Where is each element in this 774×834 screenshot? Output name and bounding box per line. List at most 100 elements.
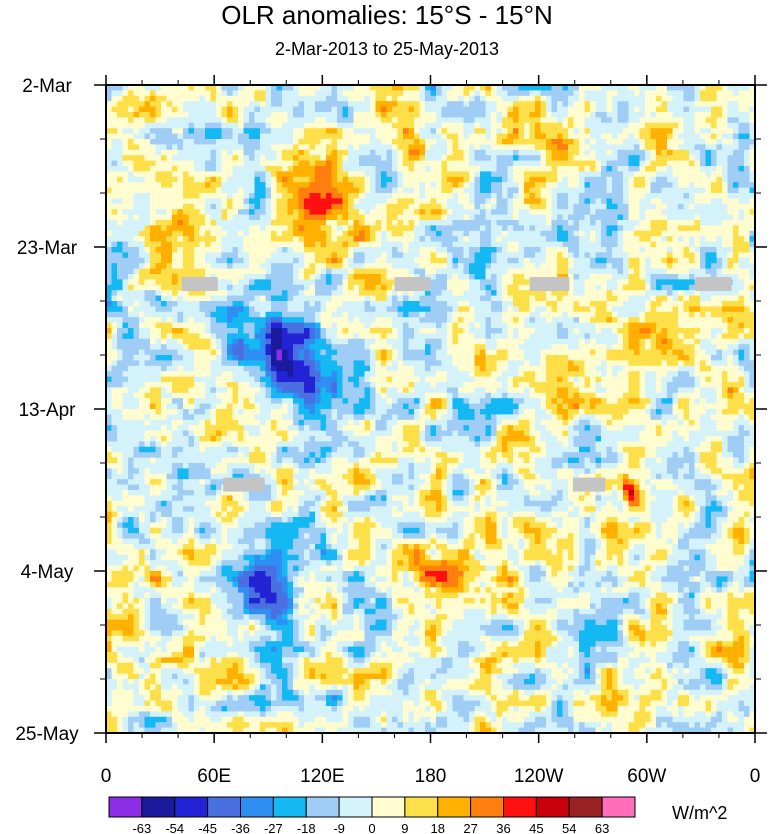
field-cell: [150, 95, 157, 102]
field-cell: [265, 209, 272, 216]
field-cell: [276, 144, 283, 151]
field-cell: [689, 122, 696, 129]
field-cell: [298, 122, 305, 129]
field-cell: [722, 101, 729, 108]
field-cell: [711, 112, 718, 118]
field-cell: [117, 160, 124, 167]
field-cell: [496, 268, 503, 275]
field-cell: [183, 241, 190, 248]
field-cell: [601, 187, 608, 194]
field-cell: [458, 160, 465, 167]
field-cell: [309, 209, 316, 216]
field-cell: [249, 144, 256, 151]
field-cell: [507, 290, 514, 297]
field-cell: [238, 95, 245, 102]
field-cell: [254, 133, 261, 140]
field-cell: [106, 193, 113, 199]
field-cell: [474, 160, 481, 167]
field-cell: [678, 176, 685, 183]
field-cell: [326, 284, 333, 291]
field-cell: [166, 252, 173, 259]
field-cell: [716, 220, 723, 226]
field-cell: [139, 220, 146, 226]
field-cell: [513, 155, 520, 162]
field-cell: [507, 247, 514, 253]
field-cell: [320, 155, 327, 162]
field-cell: [496, 257, 503, 264]
field-cell: [221, 203, 228, 210]
field-cell: [419, 290, 426, 297]
field-cell: [573, 171, 580, 178]
field-cell: [144, 128, 151, 135]
field-cell: [260, 144, 267, 151]
field-cell: [722, 176, 729, 183]
field-cell: [738, 166, 745, 172]
field-cell: [430, 279, 437, 286]
field-cell: [117, 301, 124, 307]
field-cell: [337, 95, 344, 102]
field-cell: [595, 230, 602, 237]
field-cell: [661, 133, 668, 140]
field-cell: [271, 187, 278, 194]
field-cell: [276, 220, 283, 226]
field-cell: [210, 101, 217, 108]
field-cell: [672, 149, 679, 156]
field-cell: [133, 117, 140, 124]
field-cell: [694, 122, 701, 129]
field-cell: [744, 268, 751, 275]
field-cell: [579, 139, 586, 145]
field-cell: [601, 203, 608, 210]
field-cell: [502, 214, 509, 221]
field-cell: [139, 306, 146, 313]
field-cell: [150, 236, 157, 243]
field-cell: [122, 193, 129, 199]
field-cell: [106, 90, 113, 97]
field-cell: [447, 274, 454, 280]
field-cell: [430, 198, 437, 205]
field-cell: [518, 236, 525, 243]
field-cell: [661, 220, 668, 226]
field-cell: [227, 139, 234, 145]
field-cell: [535, 128, 542, 135]
field-cell: [320, 149, 327, 156]
field-cell: [392, 171, 399, 178]
field-cell: [210, 301, 217, 307]
field-cell: [106, 117, 113, 124]
field-cell: [727, 263, 734, 270]
field-cell: [221, 139, 228, 145]
field-cell: [386, 149, 393, 156]
field-cell: [227, 279, 234, 286]
field-cell: [623, 112, 630, 118]
field-cell: [546, 209, 553, 216]
field-cell: [359, 144, 366, 151]
field-cell: [183, 220, 190, 226]
field-cell: [111, 306, 118, 313]
field-cell: [375, 144, 382, 151]
field-cell: [568, 139, 575, 145]
field-cell: [535, 306, 542, 313]
field-cell: [309, 85, 316, 91]
field-cell: [562, 95, 569, 102]
field-cell: [276, 122, 283, 129]
field-cell: [216, 122, 223, 129]
field-cell: [353, 187, 360, 194]
field-cell: [502, 160, 509, 167]
field-cell: [568, 225, 575, 232]
field-cell: [342, 90, 349, 97]
field-cell: [535, 166, 542, 172]
field-cell: [353, 268, 360, 275]
field-cell: [326, 279, 333, 286]
field-cell: [122, 209, 129, 216]
field-cell: [199, 128, 206, 135]
field-cell: [452, 241, 459, 248]
field-cell: [419, 203, 426, 210]
field-cell: [172, 144, 179, 151]
field-cell: [210, 236, 217, 243]
field-cell: [260, 301, 267, 307]
field-cell: [458, 284, 465, 291]
field-cell: [177, 133, 184, 140]
field-cell: [513, 95, 520, 102]
field-cell: [232, 85, 239, 91]
field-cell: [601, 263, 608, 270]
field-cell: [650, 128, 657, 135]
